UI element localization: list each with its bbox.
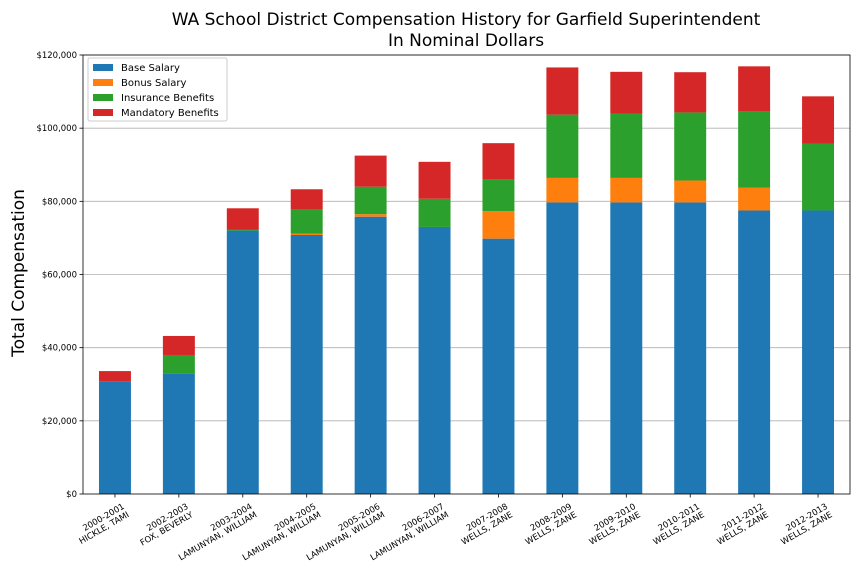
bar-segment-bonus-salary — [546, 177, 579, 203]
x-tick-label: 2008-2009WELLS, ZANE — [519, 502, 578, 548]
bar-segment-insurance-benefits — [546, 114, 579, 178]
bar-segment-base-salary — [418, 226, 451, 495]
bar-segment-mandatory-benefits — [162, 335, 195, 355]
bar-segment-mandatory-benefits — [738, 66, 771, 112]
y-tick-label: $120,000 — [36, 51, 77, 61]
bars — [98, 66, 835, 495]
y-tick-label: $100,000 — [36, 124, 77, 134]
bar-segment-mandatory-benefits — [546, 67, 579, 115]
bar-segment-insurance-benefits — [418, 198, 451, 227]
bar-segment-mandatory-benefits — [226, 208, 259, 230]
bar-segment-insurance-benefits — [610, 113, 643, 178]
legend-box — [87, 57, 228, 122]
bar-segment-mandatory-benefits — [482, 143, 515, 180]
bar-segment-base-salary — [290, 234, 323, 495]
legend-swatch — [93, 109, 113, 116]
bar-segment-mandatory-benefits — [610, 71, 643, 114]
bar-segment-bonus-salary — [738, 187, 771, 211]
x-tick-labels: 2000-2001HICKLE, TAMI 2002-2003FOX, BEVER… — [73, 494, 834, 563]
y-tick-label: $20,000 — [42, 417, 77, 427]
bar-segment-mandatory-benefits — [674, 72, 707, 113]
x-tick-label: 2010-2011WELLS, ZANE — [647, 502, 706, 548]
bar-segment-base-salary — [482, 238, 515, 494]
bar-segment-insurance-benefits — [226, 229, 259, 231]
legend-label: Bonus Salary — [121, 78, 187, 89]
legend-label: Base Salary — [121, 63, 180, 74]
x-tick-label: 2012-2013WELLS, ZANE — [775, 502, 834, 548]
x-tick-label: 2000-2001HICKLE, TAMI — [73, 502, 131, 547]
y-tick-label: $60,000 — [42, 271, 77, 281]
bar-segment-bonus-salary — [354, 214, 387, 217]
x-tick-label: 2011-2012WELLS, ZANE — [711, 502, 770, 548]
bar-segment-mandatory-benefits — [98, 371, 131, 382]
bar-segment-base-salary — [162, 373, 195, 494]
bar-segment-mandatory-benefits — [290, 189, 323, 210]
bar-segment-base-salary — [802, 210, 835, 494]
bar-segment-mandatory-benefits — [354, 155, 387, 187]
bar-segment-base-salary — [674, 202, 707, 494]
x-tick-label: 2009-2010WELLS, ZANE — [583, 502, 642, 548]
y-tick-label: $80,000 — [42, 197, 77, 207]
bar-segment-base-salary — [546, 202, 579, 494]
bar-segment-insurance-benefits — [738, 111, 771, 188]
x-tick-label: 2007-2008WELLS, ZANE — [455, 502, 514, 548]
bar-segment-base-salary — [354, 216, 387, 494]
bar-segment-base-salary — [610, 202, 643, 494]
bar-segment-base-salary — [226, 230, 259, 494]
bar-segment-bonus-salary — [290, 233, 323, 235]
bar-segment-bonus-salary — [610, 177, 643, 203]
bar-segment-bonus-salary — [674, 180, 707, 203]
x-tick-label: 2002-2003FOX, BEVERLY — [134, 502, 196, 549]
legend-label: Mandatory Benefits — [121, 108, 219, 119]
bar-segment-base-salary — [98, 381, 131, 494]
y-tick-label: $0 — [66, 490, 77, 500]
legend-swatch — [93, 94, 113, 101]
chart-subtitle: In Nominal Dollars — [388, 31, 544, 51]
y-tick-labels: $0 $20,000 $40,000 $60,000 $80,000 $100,000 $1… — [36, 51, 83, 500]
legend-swatch — [93, 79, 113, 86]
bar-segment-insurance-benefits — [674, 112, 707, 181]
legend: Base Salary Bonus Salary Insurance Benefit… — [87, 57, 228, 122]
bar-segment-mandatory-benefits — [418, 161, 451, 199]
bar-segment-insurance-benefits — [290, 209, 323, 234]
legend-swatch — [93, 64, 113, 71]
bar-segment-base-salary — [738, 210, 771, 494]
bar-segment-insurance-benefits — [354, 186, 387, 215]
bar-segment-insurance-benefits — [162, 354, 195, 374]
bar-segment-insurance-benefits — [802, 143, 835, 211]
legend-label: Insurance Benefits — [121, 93, 214, 104]
chart-title: WA School District Compensation History … — [172, 10, 761, 30]
bar-segment-bonus-salary — [482, 211, 515, 239]
y-tick-label: $40,000 — [42, 344, 77, 354]
y-axis-label: Total Compensation — [9, 189, 29, 358]
bar-segment-insurance-benefits — [482, 179, 515, 212]
bar-segment-mandatory-benefits — [802, 96, 835, 144]
